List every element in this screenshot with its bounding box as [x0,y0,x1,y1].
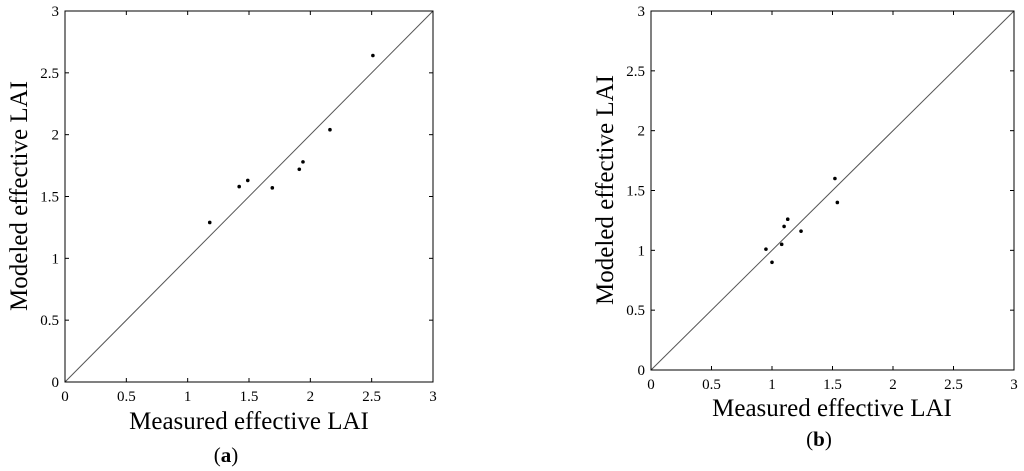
y-tick-label: 1 [638,243,646,259]
x-tick-label: 1.5 [240,389,259,405]
panel-a: 0 0.5 1 1.5 2 2.5 3 0 0.5 1 1.5 2 2.5 3 Measured eff… [6,4,437,467]
data-point [297,167,302,172]
data-point [328,127,332,132]
y-tick-label: 0.5 [40,313,59,329]
data-point [779,242,784,247]
panel-caption-a: (a) [214,443,239,467]
data-point [301,160,305,164]
data-point [833,176,837,181]
x-tick-label: 2 [307,389,315,405]
data-point [245,178,250,183]
data-point [835,200,840,205]
x-tick-label: 3 [1010,377,1018,393]
y-tick-label: 2 [52,128,60,144]
y-tick-label: 2.5 [626,64,645,80]
x-tick-label: 0.5 [702,377,721,393]
data-point [371,53,375,58]
data-point [785,217,790,222]
y-tick-label: 1.5 [40,190,59,206]
x-tick-label: 0 [61,389,69,405]
x-tick-label: 1.5 [823,377,842,393]
x-tick-label: 2.5 [944,377,963,393]
panel-caption-b: (b) [806,427,832,451]
y-tick-label: 0 [638,363,646,379]
y-tick-label: 3 [52,4,60,20]
y-tick-label: 2 [638,124,646,140]
data-point [764,247,768,251]
data-point [207,220,212,225]
data-point [270,186,275,190]
x-tick-label: 0 [647,377,655,393]
y-ticks-b: 0 0.5 1 1.5 2 2.5 3 [626,4,1014,379]
x-tick-label: 2.5 [362,389,381,405]
x-axis-label-a: Measured effective LAI [129,408,369,435]
data-point [782,224,786,229]
y-axis-label-b: Modeled effective LAI [592,75,619,305]
x-tick-label: 1 [768,377,776,393]
identity-line-b [650,10,1015,371]
data-point [799,229,803,233]
y-tick-label: 0 [52,375,60,391]
points-a [207,53,375,225]
identity-line-a [64,10,434,383]
data-point [237,184,241,189]
y-ticks-a: 0 0.5 1 1.5 2 2.5 3 [40,4,433,391]
panel-b: 0 0.5 1 1.5 2 2.5 3 0 0.5 1 1.5 2 2.5 3 Measured eff… [592,4,1018,451]
y-tick-label: 3 [638,4,646,20]
points-b [764,176,840,265]
y-tick-label: 1 [52,251,60,267]
x-tick-label: 1 [184,389,192,405]
x-axis-label-b: Measured effective LAI [712,395,952,422]
x-tick-label: 0.5 [117,389,136,405]
x-tick-label: 2 [889,377,897,393]
x-ticks-a: 0 0.5 1 1.5 2 2.5 3 [61,11,437,405]
y-axis-label-a: Modeled effective LAI [6,81,33,311]
x-tick-label: 3 [429,389,437,405]
y-tick-label: 0.5 [626,303,645,319]
y-tick-label: 1.5 [626,184,645,200]
y-tick-label: 2.5 [40,66,59,82]
x-ticks-b: 0 0.5 1 1.5 2 2.5 3 [647,11,1018,393]
data-point [770,260,774,265]
